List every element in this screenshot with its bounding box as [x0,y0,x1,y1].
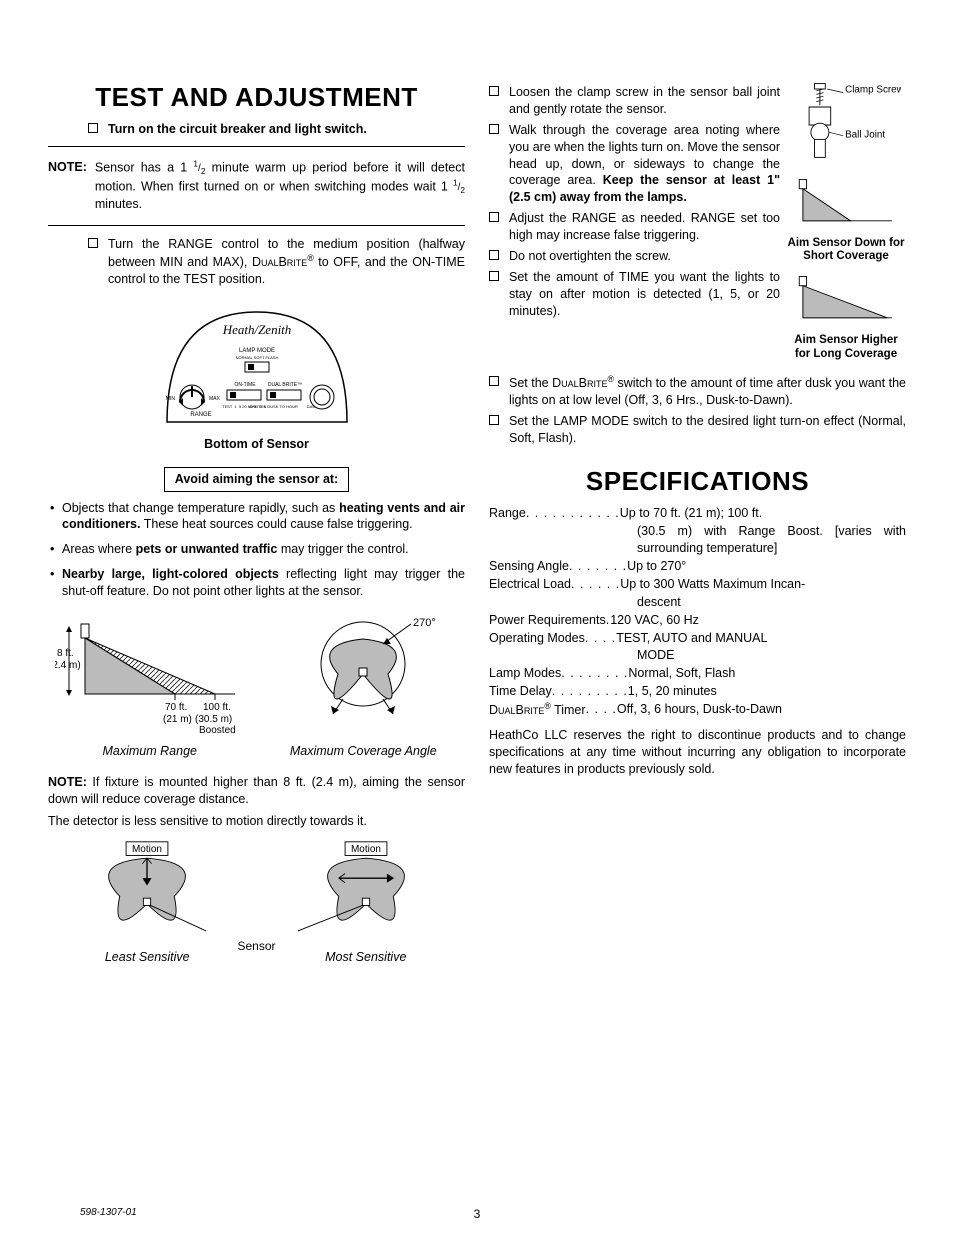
most-sensitive-diagram: Motion Most Sensitive [281,840,451,966]
aim-down-diagram [791,175,901,230]
svg-text:Heath/Zenith: Heath/Zenith [221,322,291,337]
step-lampmode: Set the LAMP MODE switch to the desired … [489,413,906,447]
avoid-list: Objects that change temperature rapidly,… [48,500,465,600]
aim-up-label: Aim Sensor Higher for Long Coverage [786,334,906,362]
note-warmup: NOTE: Sensor has a 1 1/2 minute warm up … [48,146,465,226]
checkbox-icon [489,415,499,425]
svg-text:ON-TIME: ON-TIME [234,382,256,388]
caption-max-angle: Maximum Coverage Angle [262,743,466,760]
svg-text:NORMAL SOFT FLASH: NORMAL SOFT FLASH [235,355,278,360]
caption-most: Most Sensitive [281,949,451,966]
spec-title: SPECIFICATIONS [489,464,906,499]
svg-text:100 ft.: 100 ft. [203,702,231,713]
page-footer: 598-1307-01 3 [80,1206,874,1220]
step-loosen: Loosen the clamp screw in the sensor bal… [489,84,780,118]
note-mounting: NOTE: If fixture is mounted higher than … [48,774,465,808]
svg-text:MIN: MIN [165,396,175,402]
checkbox-icon [489,86,499,96]
step-text: Adjust the RANGE as needed. RANGE set to… [509,210,780,244]
svg-text:Motion: Motion [351,844,381,855]
svg-text:Clamp Screw: Clamp Screw [845,85,901,96]
svg-text:Ball Joint: Ball Joint [845,130,885,141]
step-dualbrite: Set the DualBrite® switch to the amount … [489,374,906,409]
note-sensitivity: The detector is less sensitive to motion… [48,813,465,830]
clamp-screw-diagram: Clamp Screw Ball Joint [791,80,901,170]
svg-text:(21 m): (21 m) [163,714,192,725]
step-text: Loosen the clamp screw in the sensor bal… [509,84,780,118]
spec-list: Range . . . . . . . . . . . Up to 70 ft.… [489,505,906,719]
boxed-avoid: Avoid aiming the sensor at: [164,467,349,492]
checkbox-icon [489,376,499,386]
aim-down-label: Aim Sensor Down for Short Coverage [786,237,906,265]
page-title-left: TEST AND ADJUSTMENT [48,80,465,115]
svg-text:70 ft.: 70 ft. [165,702,187,713]
sensor-bottom-diagram: Heath/Zenith LAMP MODE NORMAL SOFT FLASH… [157,302,357,432]
svg-text:LAMP MODE: LAMP MODE [239,348,275,354]
step-turn-on: Turn on the circuit breaker and light sw… [88,121,465,138]
page-number: 3 [474,1206,481,1222]
step-text: Do not overtighten the screw. [509,248,671,265]
max-range-diagram: 8 ft. (2.4 m) 70 ft. (21 m) 100 ft. (30.… [48,614,252,760]
step-text: Turn the RANGE control to the medium pos… [108,236,465,288]
bullet-item: Objects that change temperature rapidly,… [50,500,465,534]
max-angle-diagram: 270° Maximum Coverage Angle [262,614,466,760]
disclaimer: HeathCo LLC reserves the right to discon… [489,727,906,778]
caption-bottom-sensor: Bottom of Sensor [48,436,465,453]
bullet-item: Areas where pets or unwanted traffic may… [50,541,465,558]
svg-text:(30.5 m): (30.5 m) [195,714,232,725]
checkbox-icon [88,123,98,133]
step-text: Set the amount of TIME you want the ligh… [509,269,780,320]
svg-text:DUAL BRITE™: DUAL BRITE™ [267,382,301,388]
step-text: Walk through the coverage area noting wh… [509,122,780,206]
step-text: Set the LAMP MODE switch to the desired … [509,413,906,447]
least-sensitive-diagram: Motion Least Sensitive [62,840,232,966]
svg-text:270°: 270° [413,617,436,629]
step-secure: Do not overtighten the screw. [489,248,780,265]
step-adjust: Adjust the RANGE as needed. RANGE set to… [489,210,780,244]
doc-number: 598-1307-01 [80,1206,137,1220]
step-text: Set the DualBrite® switch to the amount … [509,374,906,409]
bullet-item: Nearby large, light-colored objects refl… [50,566,465,600]
checkbox-icon [88,238,98,248]
note-text: Sensor has a 1 1/2 minute warm up period… [95,159,465,213]
svg-text:Motion: Motion [132,844,162,855]
step-text: Turn on the circuit breaker and light sw… [108,122,367,136]
caption-least: Least Sensitive [62,949,232,966]
note-label: NOTE: [48,159,87,213]
svg-text:MAX: MAX [209,396,221,402]
step-walk: Walk through the coverage area noting wh… [489,122,780,206]
svg-text:(2.4 m): (2.4 m) [55,660,81,671]
svg-text:Boosted: Boosted [199,725,236,734]
step-range: Turn the RANGE control to the medium pos… [88,236,465,288]
checkbox-icon [489,250,499,260]
checkbox-icon [489,212,499,222]
svg-text:8 ft.: 8 ft. [57,648,74,659]
checkbox-icon [489,271,499,281]
caption-max-range: Maximum Range [48,743,252,760]
aim-up-diagram [791,272,901,327]
checkbox-icon [489,124,499,134]
svg-text:RANGE: RANGE [190,412,211,418]
svg-text:OFF 3 6 DUSK TO HOUR: OFF 3 6 DUSK TO HOUR DAWN [249,404,319,409]
step-time: Set the amount of TIME you want the ligh… [489,269,780,320]
